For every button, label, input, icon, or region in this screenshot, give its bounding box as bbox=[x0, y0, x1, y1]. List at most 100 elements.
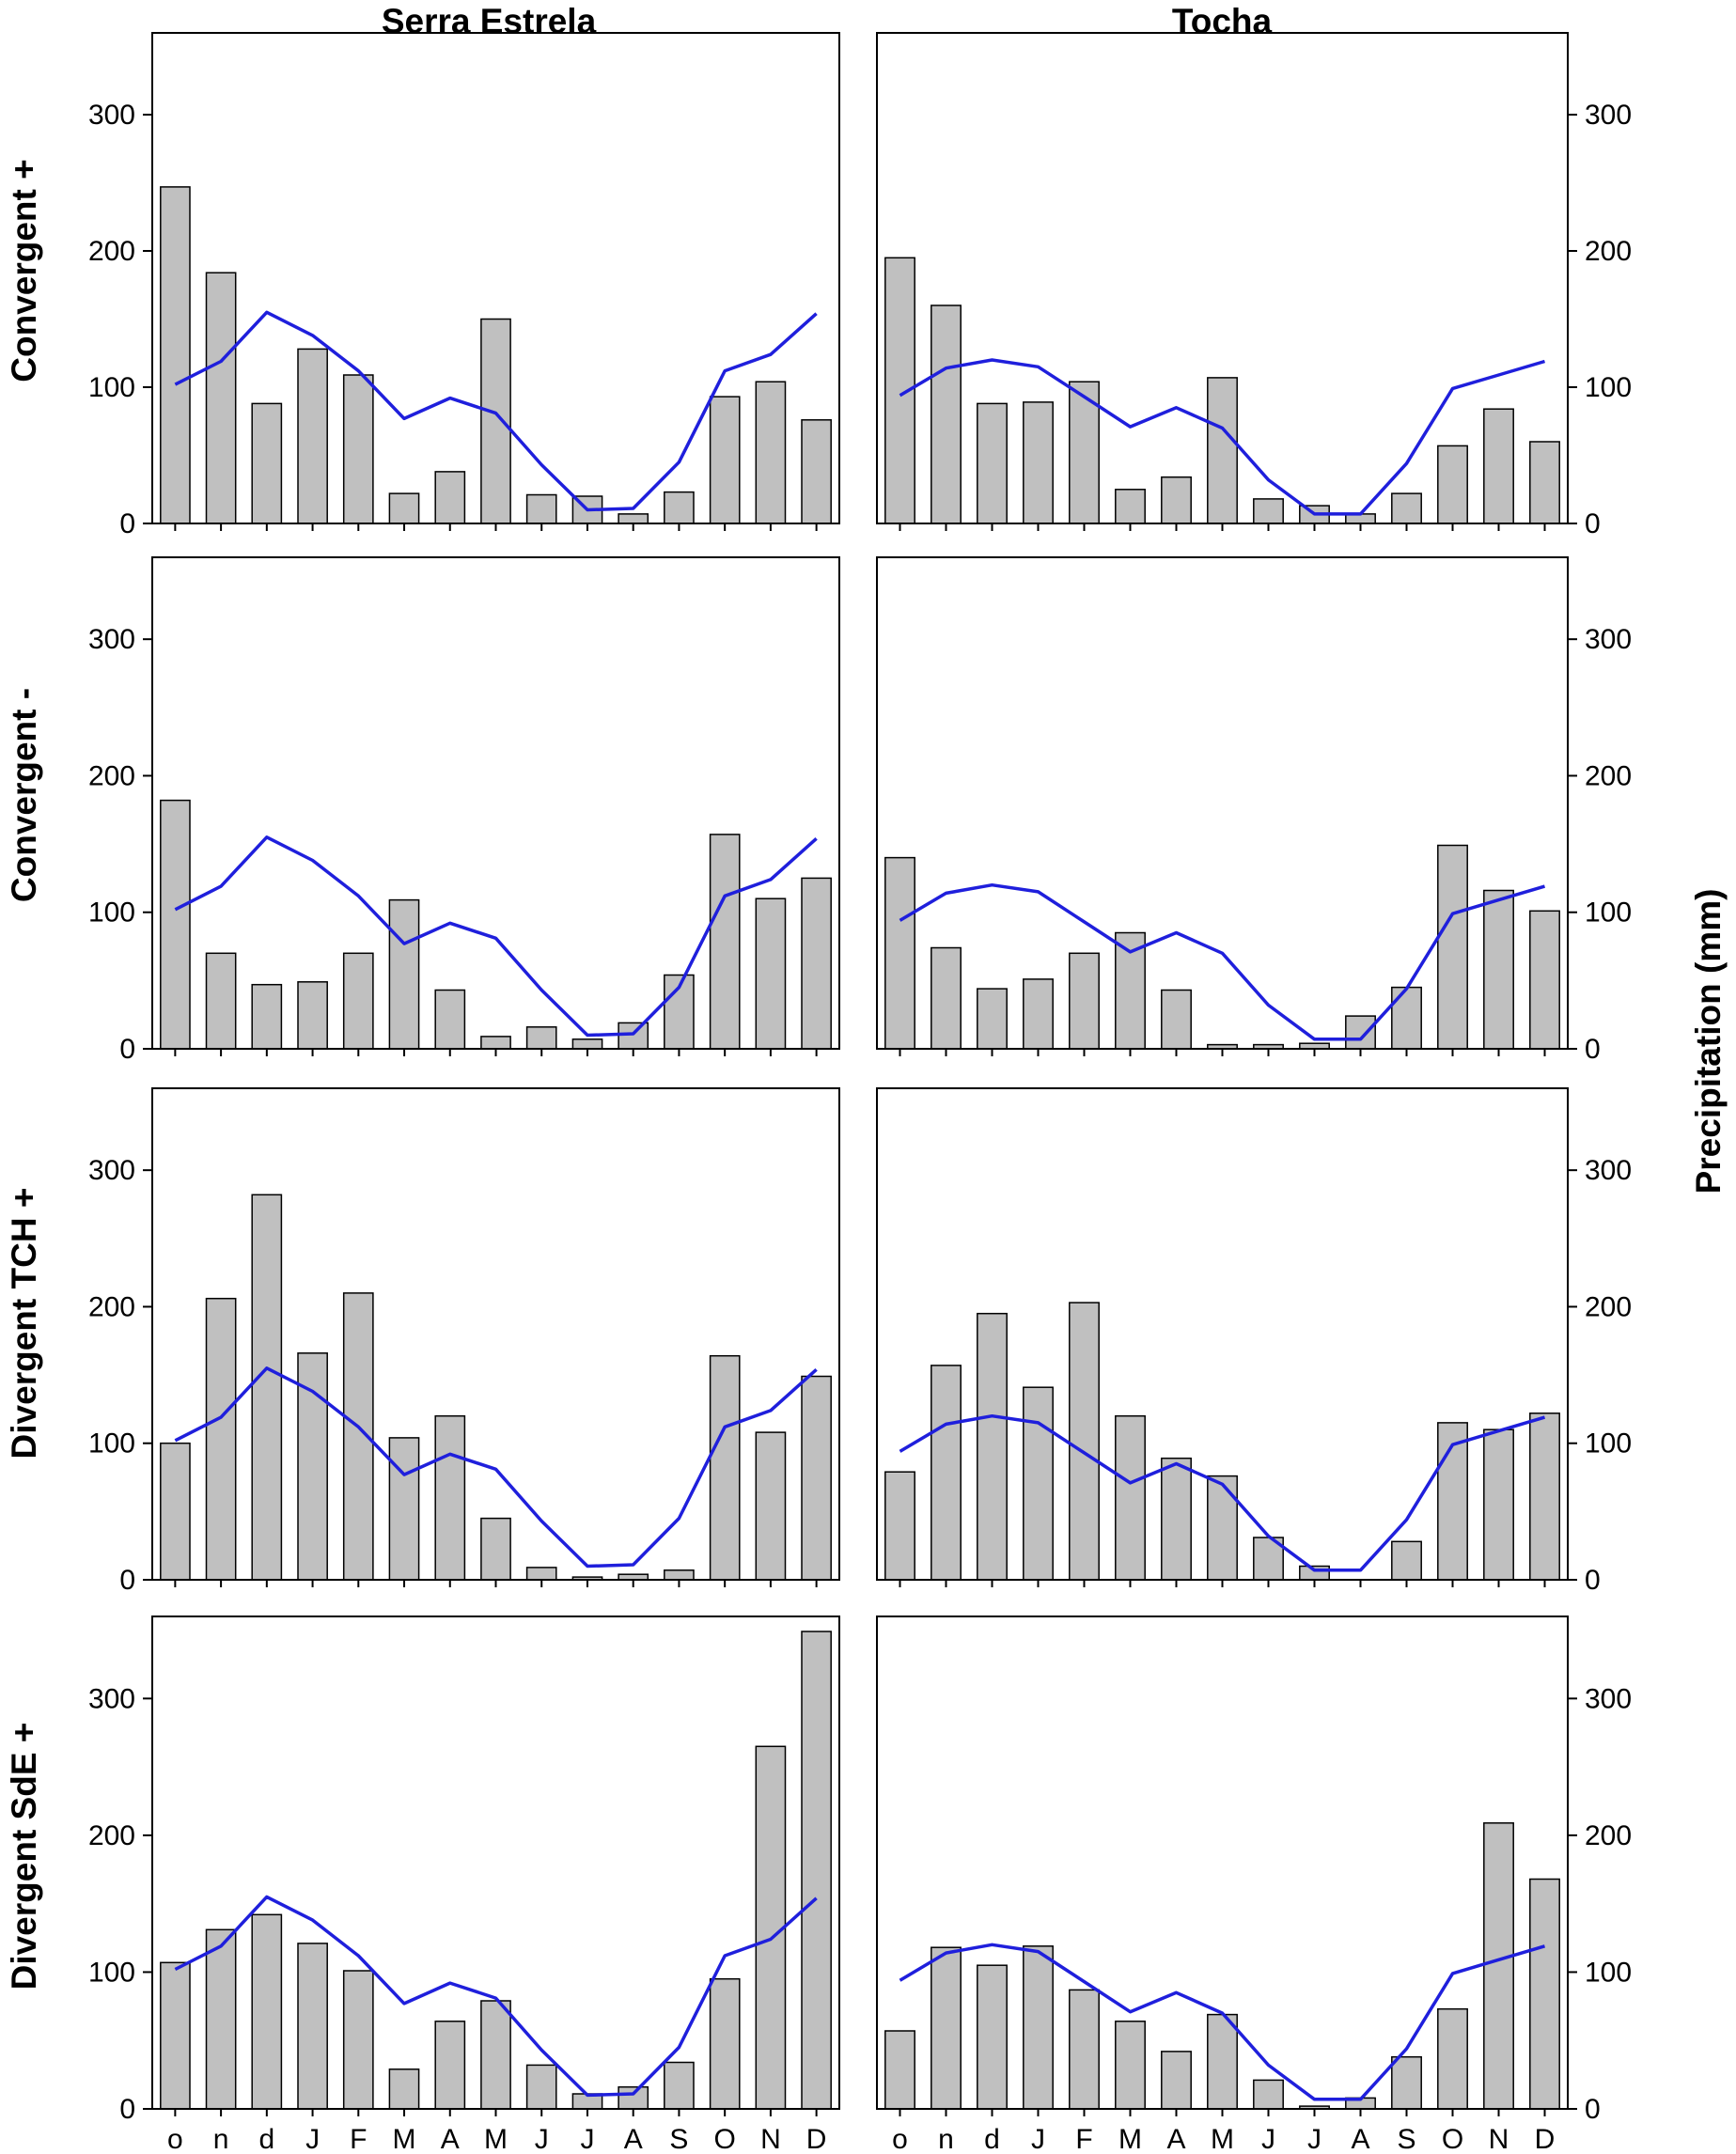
bar-M-7 bbox=[480, 1517, 511, 1581]
bar-M-5 bbox=[1115, 1414, 1146, 1581]
column-title-tocha: Tocha bbox=[1172, 2, 1273, 40]
month-label-1: n bbox=[938, 2124, 954, 2154]
bar-S-11 bbox=[664, 2061, 695, 2110]
mean-precipitation-line bbox=[174, 310, 818, 512]
month-label-2: d bbox=[984, 2124, 1000, 2154]
bar-n-1 bbox=[931, 304, 962, 524]
bar-D-14 bbox=[801, 1631, 832, 2110]
bar-N-13 bbox=[1483, 1428, 1514, 1581]
y-tick-label: 200 bbox=[1585, 1291, 1632, 1322]
bar-o-0 bbox=[884, 2030, 915, 2110]
bar-F-4 bbox=[1069, 1302, 1100, 1581]
bar-F-4 bbox=[1069, 381, 1100, 524]
bar-A-6 bbox=[434, 2021, 466, 2110]
panel-convergent-tocha: 0 100 200 300 bbox=[876, 32, 1632, 539]
y-tick-label: 300 bbox=[88, 624, 135, 655]
month-label-12: O bbox=[1442, 2124, 1463, 2154]
bar-S-11 bbox=[664, 491, 695, 524]
y-tick-label: 0 bbox=[119, 1034, 135, 1065]
month-label-6: A bbox=[441, 2124, 460, 2154]
bar-O-12 bbox=[709, 396, 741, 524]
bar-o-0 bbox=[160, 1442, 191, 1581]
month-label-11: S bbox=[669, 2124, 688, 2154]
bar-A-6 bbox=[434, 989, 466, 1050]
bar-N-13 bbox=[1483, 1822, 1514, 2110]
bar-O-12 bbox=[1437, 445, 1468, 524]
bar-M-5 bbox=[388, 492, 420, 524]
row-label-convergent-minus: Convergent - bbox=[5, 688, 43, 902]
y-tick-label: 300 bbox=[1585, 1683, 1632, 1714]
month-label-8: J bbox=[1261, 2124, 1275, 2154]
y-tick-label: 100 bbox=[88, 372, 135, 403]
bar-O-12 bbox=[709, 1354, 741, 1581]
bar-d-2 bbox=[977, 1312, 1008, 1581]
bar-J-3 bbox=[297, 348, 328, 524]
y-tick-label: 100 bbox=[88, 1957, 135, 1988]
bar-M-5 bbox=[388, 1437, 420, 1581]
bar-S-11 bbox=[1391, 492, 1422, 524]
month-label-5: M bbox=[393, 2124, 416, 2154]
bar-J-3 bbox=[1023, 1945, 1054, 2110]
y-tick-label: 300 bbox=[88, 100, 135, 131]
y-tick-label: 100 bbox=[1585, 1428, 1632, 1459]
bar-M-5 bbox=[1115, 2021, 1146, 2110]
bar-A-10 bbox=[1345, 1015, 1376, 1050]
month-label-2: d bbox=[258, 2124, 274, 2154]
month-label-1: n bbox=[213, 2124, 229, 2154]
row-label-divergent-sde: Divergent SdE + bbox=[5, 1723, 43, 1990]
bar-S-11 bbox=[1391, 986, 1422, 1050]
bar-N-13 bbox=[1483, 408, 1514, 524]
row-label-divergent-tch: Divergent TCH + bbox=[5, 1188, 43, 1459]
y-tick-label: 300 bbox=[1585, 624, 1632, 655]
bar-J-3 bbox=[1023, 1386, 1054, 1581]
bar-M-7 bbox=[480, 318, 511, 524]
bar-M-7 bbox=[480, 1036, 511, 1050]
bar-D-14 bbox=[801, 877, 832, 1050]
y-tick-label: 100 bbox=[1585, 898, 1632, 929]
bar-D-14 bbox=[801, 419, 832, 524]
month-label-0: o bbox=[892, 2124, 908, 2154]
bar-M-5 bbox=[1115, 489, 1146, 524]
bar-D-14 bbox=[1529, 441, 1560, 524]
bar-S-11 bbox=[664, 1569, 695, 1581]
bar-d-2 bbox=[251, 1194, 283, 1581]
bar-M-7 bbox=[1207, 1475, 1238, 1581]
bar-n-1 bbox=[205, 1297, 237, 1581]
month-label-11: S bbox=[1397, 2124, 1415, 2154]
bar-A-6 bbox=[1161, 2051, 1192, 2110]
y-tick-label: 0 bbox=[119, 1565, 135, 1596]
bar-d-2 bbox=[977, 402, 1008, 524]
y-tick-label: 100 bbox=[88, 898, 135, 929]
bar-J-8 bbox=[525, 1567, 557, 1581]
bar-n-1 bbox=[205, 1928, 237, 2110]
mean-precipitation-line bbox=[899, 1943, 1545, 2101]
month-label-12: O bbox=[713, 2124, 735, 2154]
bar-d-2 bbox=[251, 402, 283, 524]
month-label-7: M bbox=[484, 2124, 508, 2154]
bar-F-4 bbox=[342, 1970, 374, 2110]
month-label-10: A bbox=[624, 2124, 643, 2154]
mean-precipitation-line bbox=[174, 1366, 818, 1569]
y-tick-label: 300 bbox=[88, 1155, 135, 1186]
mean-precipitation-line bbox=[899, 882, 1545, 1041]
month-label-14: D bbox=[806, 2124, 827, 2154]
month-label-9: J bbox=[1307, 2124, 1322, 2154]
y-tick-label: 100 bbox=[1585, 1957, 1632, 1988]
row-label-convergent-plus: Convergent + bbox=[5, 159, 43, 382]
y-tick-label: 200 bbox=[1585, 760, 1632, 791]
bar-d-2 bbox=[251, 1913, 283, 2110]
bar-n-1 bbox=[205, 952, 237, 1050]
month-label-8: J bbox=[535, 2124, 549, 2154]
y-tick-label: 200 bbox=[88, 760, 135, 791]
month-label-14: D bbox=[1535, 2124, 1556, 2154]
y-tick-label: 0 bbox=[119, 508, 135, 539]
month-label-13: N bbox=[760, 2124, 781, 2154]
bar-F-4 bbox=[1069, 952, 1100, 1050]
bar-A-6 bbox=[1161, 1457, 1192, 1581]
bar-A-10 bbox=[618, 2085, 649, 2110]
y-tick-label: 0 bbox=[1585, 1034, 1601, 1065]
y-tick-label: 100 bbox=[88, 1428, 135, 1459]
bar-A-6 bbox=[1161, 476, 1192, 524]
bar-o-0 bbox=[160, 799, 191, 1050]
bar-A-6 bbox=[434, 471, 466, 524]
